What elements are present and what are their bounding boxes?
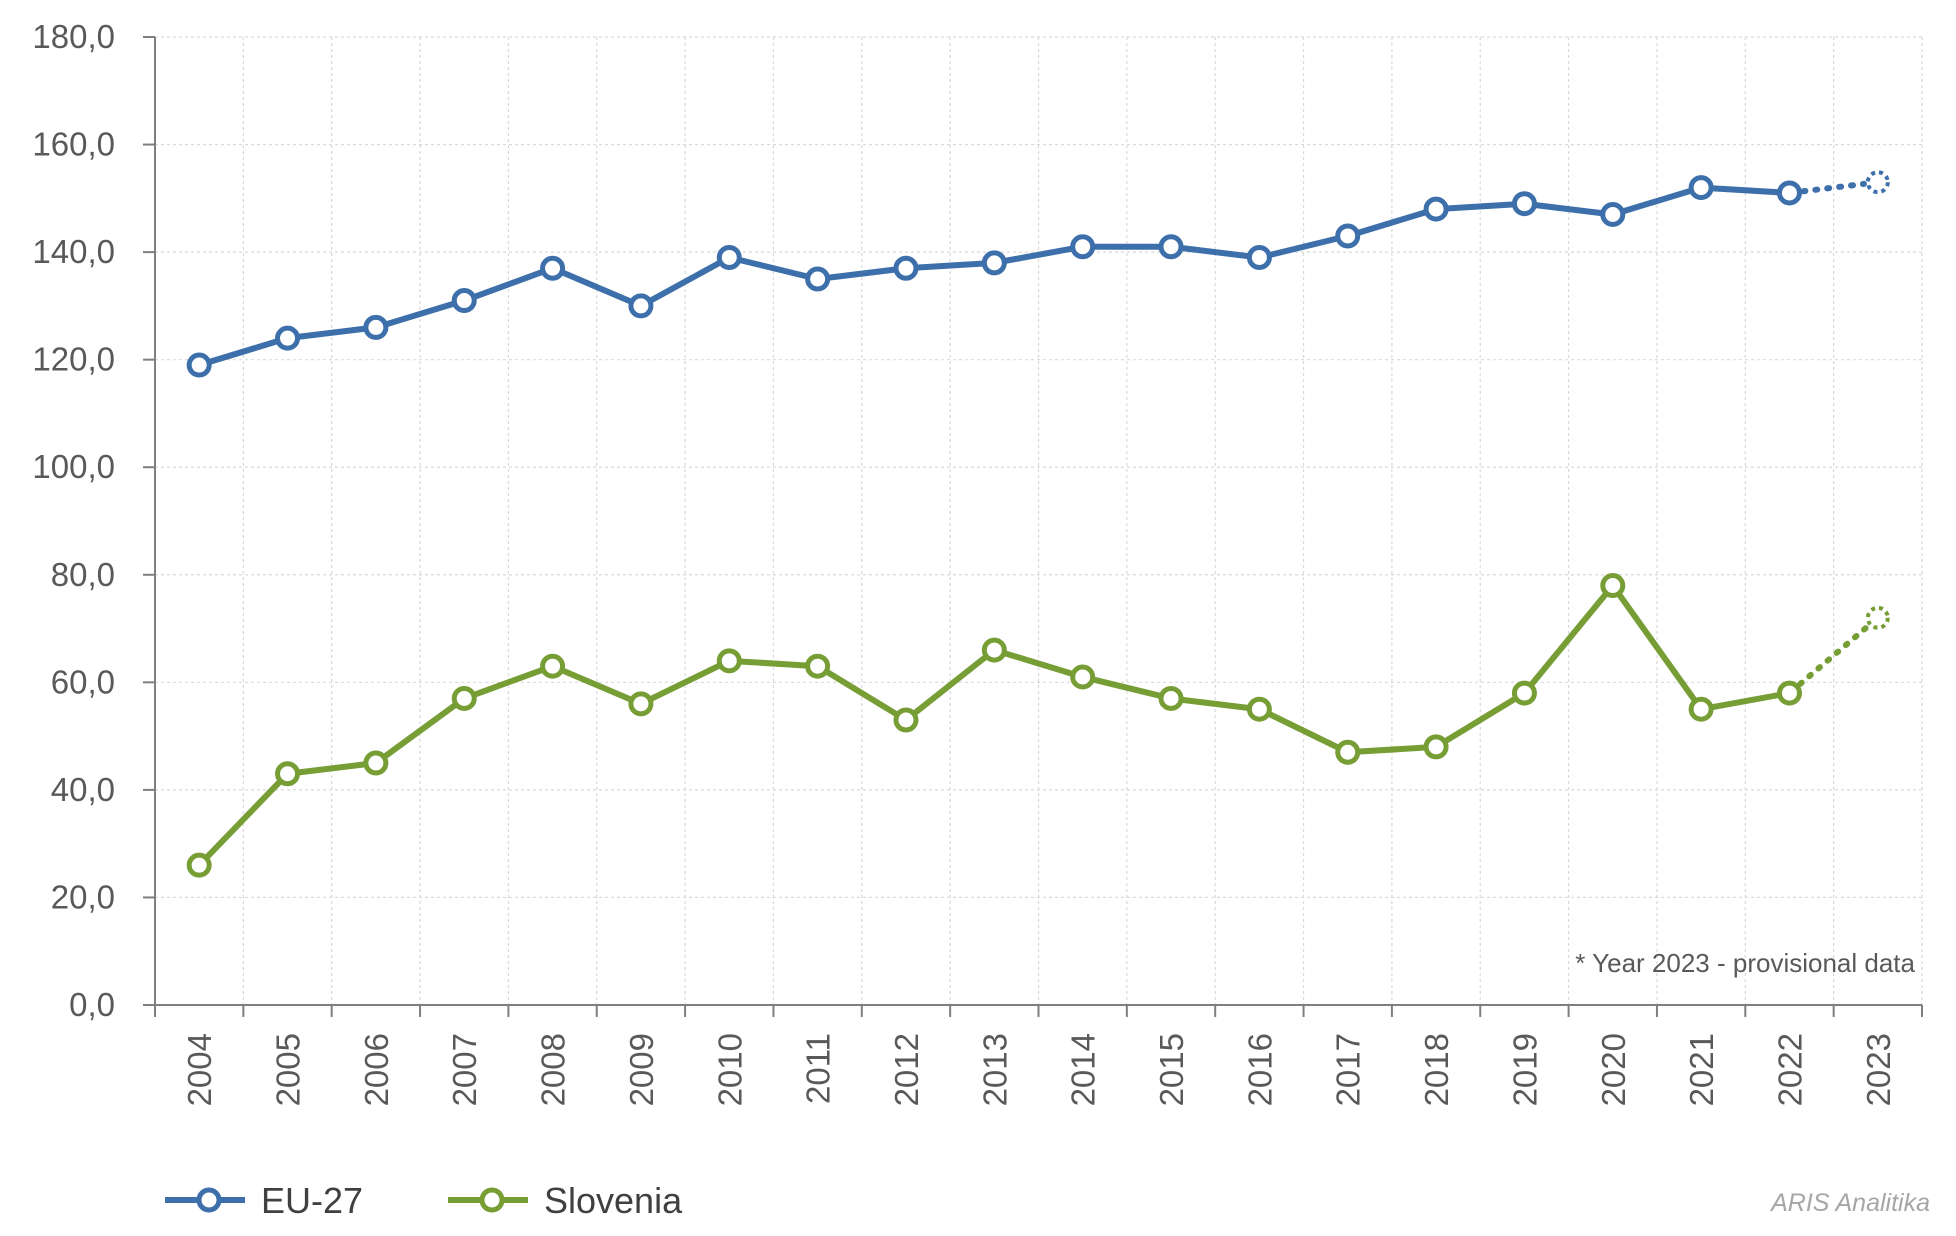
- data-point: [805, 653, 831, 679]
- data-point: [1776, 180, 1802, 206]
- data-point: [716, 648, 742, 674]
- data-point: [1070, 234, 1096, 260]
- series-line-provisional: [1800, 180, 1867, 195]
- series-lines: [196, 180, 1871, 869]
- data-point: [628, 691, 654, 717]
- data-point: [893, 255, 919, 281]
- data-point: [186, 852, 212, 878]
- x-tick-label: 2007: [446, 1033, 483, 1106]
- x-tick-label: 2012: [888, 1033, 925, 1106]
- y-tick-label: 180,0: [32, 18, 115, 55]
- series-line-provisional: [1797, 623, 1871, 688]
- provisional-data-note: * Year 2023 - provisional data: [1575, 948, 1915, 978]
- y-tick-label: 120,0: [32, 341, 115, 378]
- data-point: [451, 685, 477, 711]
- x-tick-label: 2014: [1065, 1033, 1102, 1106]
- tick-labels: 0,0 20,0 40,0 60,0 80,0 100,0 120,0 140,0 160,0 1…: [32, 18, 1896, 1106]
- data-point: [1335, 739, 1361, 765]
- legend-label: EU-27: [261, 1180, 363, 1221]
- y-tick-label: 160,0: [32, 126, 115, 163]
- x-tick-label: 2004: [181, 1033, 218, 1106]
- data-point: [893, 707, 919, 733]
- x-tick-label: 2021: [1683, 1033, 1720, 1106]
- gridlines: [155, 36, 1923, 1005]
- data-point: [540, 653, 566, 679]
- x-tick-label: 2008: [535, 1033, 572, 1106]
- data-point: [1158, 685, 1184, 711]
- x-tick-label: 2015: [1153, 1033, 1190, 1106]
- data-point-provisional: [1865, 605, 1890, 630]
- data-point: [1688, 175, 1714, 201]
- data-point: [981, 250, 1007, 276]
- data-point: [1246, 244, 1272, 270]
- y-tick-label: 140,0: [32, 233, 115, 270]
- data-point: [363, 314, 389, 340]
- y-tick-label: 80,0: [51, 556, 115, 593]
- x-tick-label: 2023: [1860, 1033, 1897, 1106]
- legend-label: Slovenia: [544, 1180, 683, 1221]
- x-tick-label: 2011: [800, 1033, 837, 1104]
- data-point: [1158, 234, 1184, 260]
- y-tick-label: 60,0: [51, 663, 115, 700]
- data-point: [1688, 696, 1714, 722]
- y-tick-label: 40,0: [51, 771, 115, 808]
- legend-swatch-marker: [479, 1187, 505, 1213]
- series-line: [196, 184, 1793, 369]
- data-point: [275, 761, 301, 787]
- data-point: [1776, 680, 1802, 706]
- source-credit: ARIS Analitika: [1769, 1189, 1930, 1217]
- y-tick-label: 20,0: [51, 878, 115, 915]
- data-point: [1246, 696, 1272, 722]
- x-tick-label: 2005: [270, 1033, 307, 1106]
- x-tick-label: 2016: [1241, 1033, 1278, 1106]
- x-tick-label: 2006: [358, 1033, 395, 1106]
- x-tick-label: 2020: [1595, 1033, 1632, 1106]
- x-tick-label: 2019: [1506, 1033, 1543, 1106]
- legend: EU-27 Slovenia: [165, 1180, 683, 1221]
- x-tick-label: 2013: [976, 1033, 1013, 1106]
- axes: [143, 36, 1923, 1017]
- data-point: [363, 750, 389, 776]
- y-tick-label: 100,0: [32, 448, 115, 485]
- data-point: [805, 266, 831, 292]
- series-line: [196, 582, 1793, 869]
- data-point: [981, 637, 1007, 663]
- y-tick-label: 0,0: [69, 986, 115, 1023]
- x-tick-label: 2017: [1330, 1033, 1367, 1106]
- legend-swatch-marker: [196, 1187, 222, 1213]
- data-point: [1070, 664, 1096, 690]
- series-markers: [186, 170, 1890, 878]
- x-tick-label: 2022: [1771, 1033, 1808, 1106]
- data-point: [1335, 223, 1361, 249]
- x-tick-label: 2009: [623, 1033, 660, 1106]
- data-point: [540, 255, 566, 281]
- x-tick-label: 2010: [711, 1033, 748, 1106]
- data-point: [275, 325, 301, 351]
- data-point: [716, 244, 742, 270]
- data-point: [628, 293, 654, 319]
- data-point: [1600, 201, 1626, 227]
- data-point-provisional: [1865, 170, 1890, 195]
- data-point: [1600, 573, 1626, 599]
- data-point: [1423, 734, 1449, 760]
- x-tick-label: 2018: [1418, 1033, 1455, 1106]
- data-point: [1423, 196, 1449, 222]
- data-point: [1511, 191, 1537, 217]
- data-point: [1511, 680, 1537, 706]
- data-point: [451, 288, 477, 314]
- data-point: [186, 352, 212, 378]
